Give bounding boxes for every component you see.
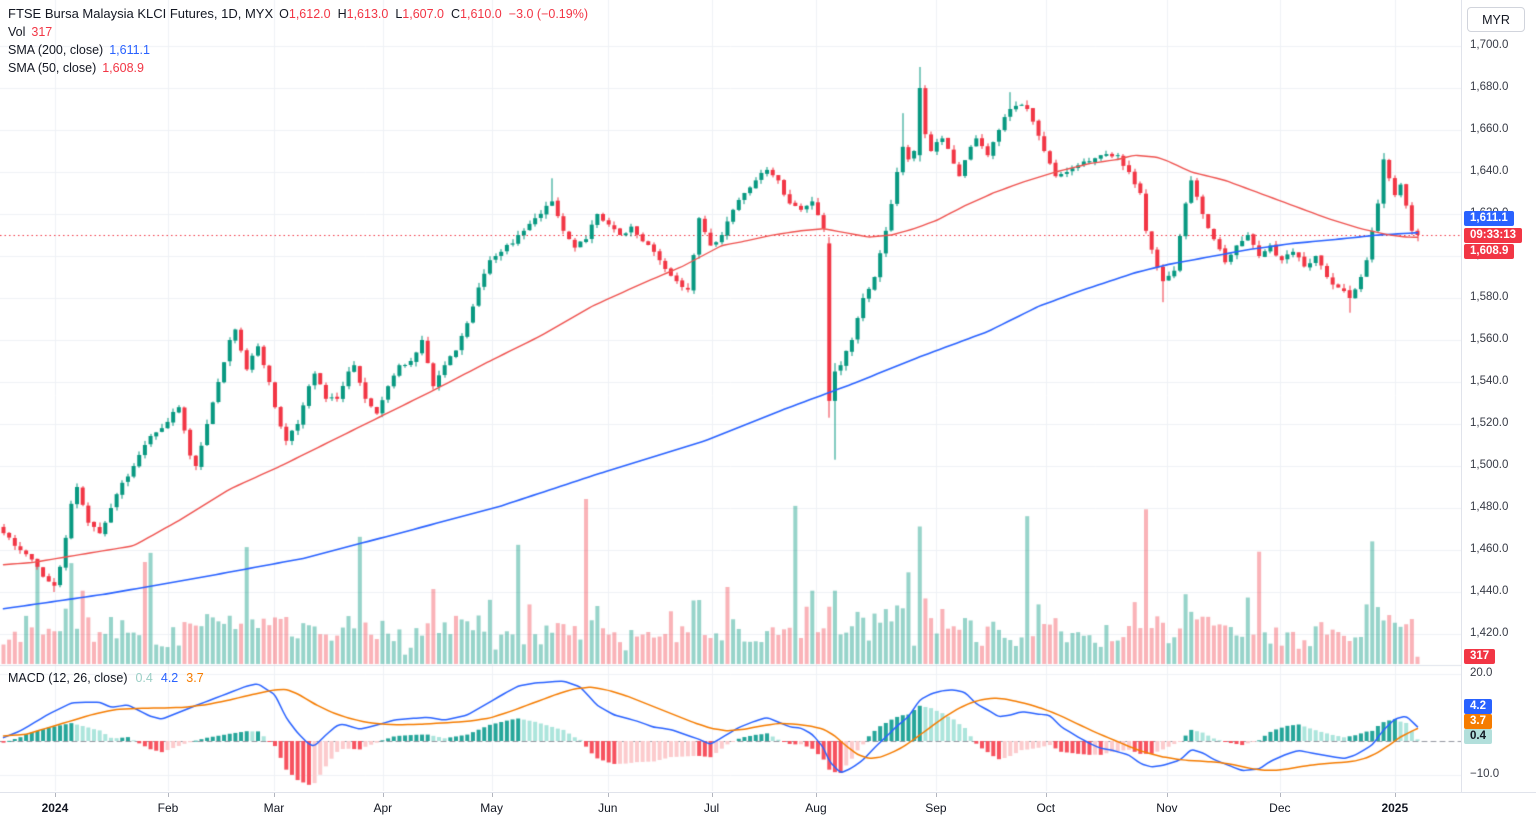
price-axis-tick: 1,580.0	[1470, 291, 1509, 303]
price-axis-tick: 1,560.0	[1470, 333, 1509, 345]
time-axis-tick-mark	[274, 793, 275, 797]
price-axis-tick: 1,500.0	[1470, 459, 1509, 471]
high-value: 1,613.0	[346, 7, 389, 21]
price-axis-tick: 1,680.0	[1470, 81, 1509, 93]
macd-signal-value: 3.7	[186, 671, 204, 685]
time-axis-label: Apr	[373, 801, 393, 815]
macd-line-value: 4.2	[160, 671, 179, 685]
time-axis-tick-mark	[1167, 793, 1168, 797]
ohlc-values: O1,612.0 H1,613.0 L1,607.0 C1,610.0 −3.0…	[279, 5, 588, 23]
signal-value-badge: 3.7	[1464, 714, 1492, 729]
price-axis-tick: 1,540.0	[1470, 375, 1509, 387]
time-axis-tick-mark	[55, 793, 56, 797]
countdown-badge: 09:33:13	[1464, 228, 1523, 243]
time-axis-tick-mark	[383, 793, 384, 797]
sma200-label: SMA (200, close)	[8, 43, 104, 57]
sma50-label: SMA (50, close)	[8, 61, 97, 75]
price-axis-tick: 1,440.0	[1470, 585, 1509, 597]
sma50-row[interactable]: SMA (50, close) 1,608.9	[8, 59, 588, 77]
currency-toggle-button[interactable]: MYR	[1467, 7, 1525, 32]
chart-legend[interactable]: FTSE Bursa Malaysia KLCI Futures, 1D, MY…	[8, 5, 588, 77]
chart-canvas[interactable]	[0, 0, 1461, 791]
macd-label: MACD (12, 26, close)	[8, 671, 128, 685]
price-axis-tick: 1,480.0	[1470, 501, 1509, 513]
time-axis-label: Sep	[925, 801, 947, 815]
hist-value-badge: 0.4	[1464, 729, 1492, 744]
price-axis-tick: 1,660.0	[1470, 123, 1509, 135]
time-axis-tick-mark	[1395, 793, 1396, 797]
symbol-row: FTSE Bursa Malaysia KLCI Futures, 1D, MY…	[8, 5, 588, 23]
volume-badge: 317	[1464, 649, 1496, 664]
volume-row[interactable]: Vol 317	[8, 23, 588, 41]
time-axis-tick-mark	[1046, 793, 1047, 797]
macd-axis-tick: −10.0	[1470, 767, 1500, 780]
close-value: 1,610.0	[460, 7, 502, 21]
macd-legend[interactable]: MACD (12, 26, close) 0.4 4.2 3.7	[8, 671, 204, 685]
macd-value-badge: 4.2	[1464, 699, 1492, 714]
time-axis-label: Aug	[805, 801, 827, 815]
time-axis-label: May	[480, 801, 503, 815]
time-axis-label: Oct	[1036, 801, 1056, 815]
time-axis-label: 2025	[1381, 801, 1409, 815]
sma200-row[interactable]: SMA (200, close) 1,611.1	[8, 41, 588, 59]
low-label: L	[395, 7, 403, 21]
volume-value: 317	[31, 25, 53, 39]
time-axis-tick-mark	[608, 793, 609, 797]
time-axis-tick-mark	[168, 793, 169, 797]
time-axis-label: Mar	[263, 801, 285, 815]
macd-hist-value: 0.4	[135, 671, 153, 685]
time-axis[interactable]: 2024 Feb Mar Apr May Jun Jul Aug Sep Oct Nov Dec 202…	[0, 792, 1536, 825]
volume-label: Vol	[8, 25, 26, 39]
high-label: H	[337, 7, 347, 21]
price-axis-tick: 1,520.0	[1470, 417, 1509, 429]
change-value: −3.0 (−0.19%)	[508, 7, 588, 21]
time-axis-tick-mark	[712, 793, 713, 797]
close-label: C	[451, 7, 461, 21]
price-axis[interactable]: 1,611.1 09:33:13 1,608.9 317 4.2 3.7 0.4…	[1461, 0, 1536, 792]
sma200-price-badge: 1,611.1	[1464, 211, 1514, 226]
open-label: O	[279, 7, 289, 21]
sma50-price-badge: 1,608.9	[1464, 244, 1515, 259]
price-axis-tick: 1,700.0	[1470, 39, 1509, 51]
time-axis-label: Feb	[157, 801, 179, 815]
time-axis-tick-mark	[936, 793, 937, 797]
macd-axis-tick: 20.0	[1470, 666, 1493, 679]
time-axis-tick-mark	[816, 793, 817, 797]
sma50-value: 1,608.9	[102, 61, 144, 75]
time-axis-label: Jul	[703, 801, 720, 815]
symbol-title: FTSE Bursa Malaysia KLCI Futures, 1D, MY…	[8, 6, 274, 21]
price-axis-tick: 1,460.0	[1470, 543, 1509, 555]
time-axis-label: Nov	[1156, 801, 1178, 815]
time-axis-tick-mark	[492, 793, 493, 797]
time-axis-label: 2024	[41, 801, 69, 815]
price-axis-tick: 1,420.0	[1470, 627, 1509, 639]
sma200-value: 1,611.1	[109, 43, 150, 57]
low-value: 1,607.0	[402, 7, 445, 21]
time-axis-label: Dec	[1269, 801, 1291, 815]
time-axis-label: Jun	[598, 801, 618, 815]
open-value: 1,612.0	[288, 7, 331, 21]
time-axis-tick-mark	[1280, 793, 1281, 797]
price-axis-tick: 1,640.0	[1470, 165, 1509, 177]
